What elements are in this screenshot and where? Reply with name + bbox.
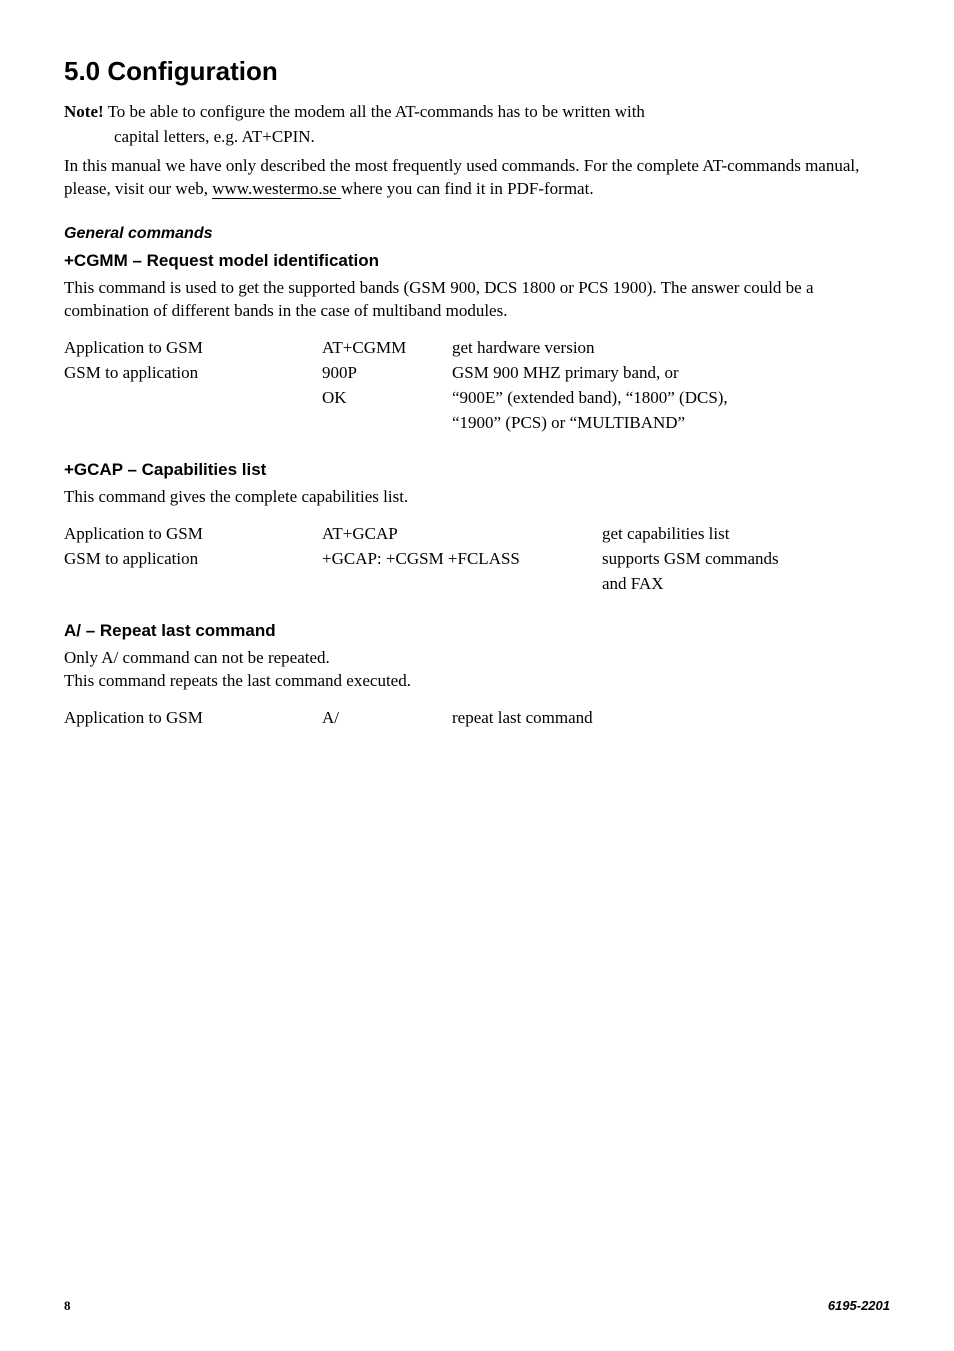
note-line-1: Note! To be able to configure the modem … — [64, 101, 890, 124]
cell: +GCAP: +CGSM +FCLASS — [322, 548, 602, 571]
cell: Application to GSM — [64, 337, 322, 360]
note-label: Note! — [64, 102, 104, 121]
cell: get hardware version — [452, 337, 890, 360]
table-row: GSM to application 900P GSM 900 MHZ prim… — [64, 362, 890, 385]
cell: and FAX — [602, 573, 890, 596]
table-row: and FAX — [64, 573, 890, 596]
cell: AT+GCAP — [322, 523, 602, 546]
cell: GSM 900 MHZ primary band, or — [452, 362, 890, 385]
cell: Application to GSM — [64, 523, 322, 546]
cell — [64, 412, 322, 435]
cell: OK — [322, 387, 452, 410]
cell: AT+CGMM — [322, 337, 452, 360]
intro-part2: where you can find it in PDF-format. — [341, 179, 594, 198]
cgmm-desc: This command is used to get the supporte… — [64, 277, 890, 323]
cell — [64, 573, 322, 596]
cell — [64, 387, 322, 410]
cell — [322, 412, 452, 435]
cell: GSM to application — [64, 362, 322, 385]
cell — [322, 573, 602, 596]
intro-paragraph: In this manual we have only described th… — [64, 155, 890, 201]
gcap-desc: This command gives the complete capabili… — [64, 486, 890, 509]
general-commands-title: General commands — [64, 223, 890, 245]
doc-number: 6195-2201 — [828, 1297, 890, 1315]
cell: repeat last command — [452, 707, 890, 730]
cell: Application to GSM — [64, 707, 322, 730]
cgmm-title: +CGMM – Request model identification — [64, 250, 890, 273]
note-text-1: To be able to configure the modem all th… — [104, 102, 645, 121]
page-heading: 5.0 Configuration — [64, 54, 890, 89]
cell: supports GSM commands — [602, 548, 890, 571]
table-row: GSM to application +GCAP: +CGSM +FCLASS … — [64, 548, 890, 571]
table-row: Application to GSM AT+CGMM get hardware … — [64, 337, 890, 360]
repeat-title: A/ – Repeat last command — [64, 620, 890, 643]
cell: “1900” (PCS) or “MULTIBAND” — [452, 412, 890, 435]
cell: “900E” (extended band), “1800” (DCS), — [452, 387, 890, 410]
cell: GSM to application — [64, 548, 322, 571]
table-row: OK “900E” (extended band), “1800” (DCS), — [64, 387, 890, 410]
table-row: Application to GSM A/ repeat last comman… — [64, 707, 890, 730]
gcap-title: +GCAP – Capabilities list — [64, 459, 890, 482]
cell: 900P — [322, 362, 452, 385]
page-number: 8 — [64, 1297, 71, 1315]
table-row: Application to GSM AT+GCAP get capabilit… — [64, 523, 890, 546]
page-footer: 8 6195-2201 — [64, 1297, 890, 1315]
table-row: “1900” (PCS) or “MULTIBAND” — [64, 412, 890, 435]
cell: A/ — [322, 707, 452, 730]
web-link[interactable]: www.westermo.se — [212, 179, 341, 199]
note-line-2: capital letters, e.g. AT+CPIN. — [114, 126, 890, 149]
repeat-desc-2: This command repeats the last command ex… — [64, 670, 890, 693]
cell: get capabilities list — [602, 523, 890, 546]
repeat-desc-1: Only A/ command can not be repeated. — [64, 647, 890, 670]
